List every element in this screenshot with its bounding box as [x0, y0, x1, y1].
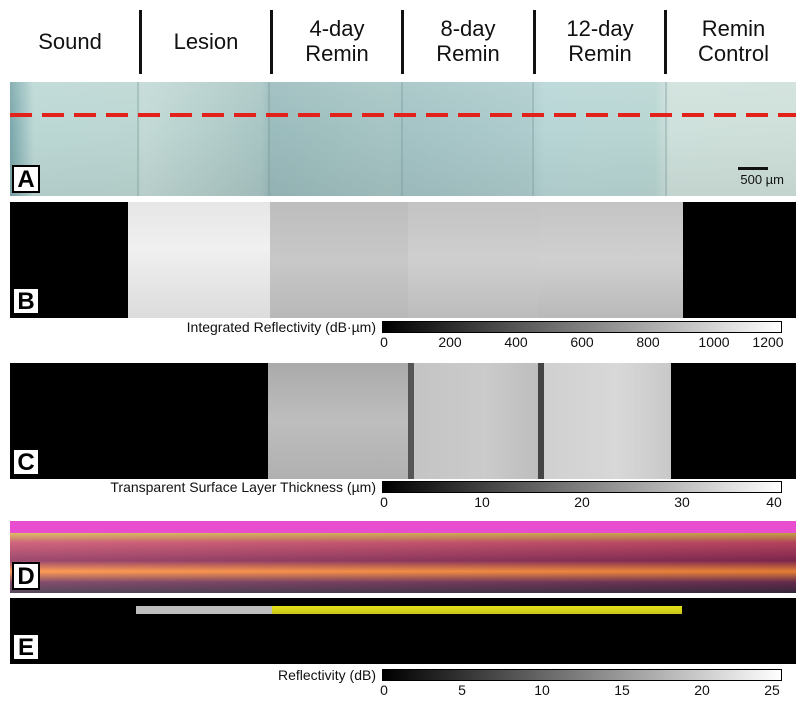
region-boundary — [268, 82, 270, 196]
lesion-surface-trace — [136, 606, 272, 614]
panel-c-surface-layer-thickness-map: C — [10, 363, 796, 479]
colorbar-tick: 20 — [574, 494, 590, 510]
panel-letter-b: B — [12, 287, 40, 315]
colorbar-title: Reflectivity (dB) — [277, 667, 376, 683]
colorbar-tick: 5 — [458, 682, 466, 698]
panel-letter-a: A — [12, 165, 40, 193]
column-divider — [401, 10, 404, 74]
region-boundary — [532, 82, 534, 196]
region-boundary — [137, 82, 139, 196]
column-divider — [533, 10, 536, 74]
colorbar-tick: 30 — [674, 494, 690, 510]
panel-a-photo: 500 µm A — [10, 82, 796, 196]
column-label-remin-control: Remin Control — [698, 16, 769, 66]
colorbar-tick: 200 — [438, 334, 462, 350]
colorbar-tick: 10 — [474, 494, 490, 510]
column-label-sound: Sound — [38, 28, 102, 54]
colorbar-gradient — [382, 669, 782, 681]
colorbar-tick: 0 — [380, 494, 388, 510]
panel-letter-d: D — [12, 562, 40, 590]
remin-12day-region — [538, 202, 683, 318]
colorbar-gradient — [382, 481, 782, 493]
column-divider — [664, 10, 667, 74]
colorbar-title: Transparent Surface Layer Thickness (µm) — [110, 479, 376, 495]
colorbar-tick: 600 — [570, 334, 594, 350]
colorbar-tick: 1200 — [752, 334, 784, 350]
scale-bar-label: 500 µm — [740, 172, 784, 187]
colorbar-tick: 0 — [380, 682, 388, 698]
column-label-12day: 12-day Remin — [566, 16, 634, 66]
region-boundary — [665, 82, 667, 196]
colorbar-tick: 15 — [614, 682, 630, 698]
colorbar-reflectivity: Reflectivity (dB) 0 5 10 15 20 25 — [278, 667, 782, 701]
colorbar-tick: 0 — [380, 334, 388, 350]
panel-e-reflectivity-bscan: E — [10, 598, 796, 664]
colorbar-title: Integrated Reflectivity (dB·µm) — [186, 319, 376, 335]
colorbar-tick: 400 — [504, 334, 528, 350]
panel-b-integrated-reflectivity-map: B — [10, 202, 796, 318]
column-label-lesion: Lesion — [173, 28, 239, 54]
colorbar-tick: 20 — [694, 682, 710, 698]
remin-4day-region — [268, 363, 408, 479]
panel-d-polarized-light-image: D — [10, 521, 796, 593]
remin-4day-region — [270, 202, 408, 318]
column-divider — [139, 10, 142, 74]
colorbar-tick: 800 — [636, 334, 660, 350]
colorbar-tick: 25 — [764, 682, 780, 698]
colorbar-tick: 40 — [766, 494, 782, 510]
remin-8day-region — [408, 202, 538, 318]
column-label-4day: 4-day Remin — [305, 16, 369, 66]
column-header: Sound Lesion 4-day Remin 8-day Remin 12-… — [0, 0, 800, 78]
colorbar-integrated-reflectivity: Integrated Reflectivity (dB·µm) 0 200 40… — [187, 319, 784, 353]
red-dashed-line — [10, 113, 796, 117]
column-divider — [270, 10, 273, 74]
panel-letter-e: E — [12, 633, 40, 661]
colorbar-layer-thickness: Transparent Surface Layer Thickness (µm)… — [110, 479, 782, 513]
scale-bar — [738, 167, 768, 170]
remin-surface-trace — [272, 606, 682, 614]
remin-8day-region — [408, 363, 538, 479]
column-label-8day: 8-day Remin — [436, 16, 500, 66]
panel-letter-c: C — [12, 448, 40, 476]
region-boundary — [401, 82, 403, 196]
colorbar-tick: 10 — [534, 682, 550, 698]
colorbar-gradient — [382, 321, 782, 333]
remin-12day-region — [538, 363, 671, 479]
colorbar-tick: 1000 — [698, 334, 730, 350]
lesion-region — [128, 202, 270, 318]
